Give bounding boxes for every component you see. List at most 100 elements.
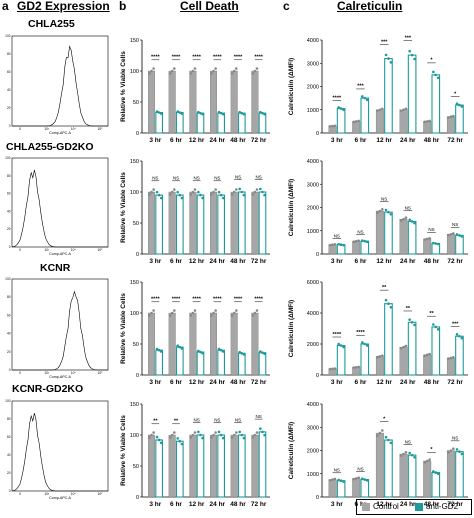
chart-b-1-dot-anti-0-1 (157, 193, 161, 197)
chart-c-0-dot-control-2-0 (376, 109, 379, 112)
chart-c-2-dot-control-2-2 (381, 354, 384, 357)
chart-b-2-dot-control-3-1 (212, 311, 215, 315)
chart-c-2-dot-anti-0-1 (339, 344, 343, 347)
chart-b-1-xtick-0: 3 hr (149, 258, 161, 265)
chart-b-1-sig-1: NS (173, 176, 179, 181)
flow-ytick-3-0: 100 (5, 399, 11, 403)
flow-xtick-2-1: 10³ (44, 371, 49, 375)
chart-b-1-ylabel: Relative % Viable Cells (120, 172, 127, 243)
chart-c-2-ytick-3: 6000 (307, 280, 319, 286)
chart-b-0-sig-0: **** (151, 55, 160, 61)
chart-c-2-bar-control-4 (423, 354, 432, 376)
chart-c-3-dot-control-0-2 (333, 477, 337, 481)
chart-c-3-sig-0: NS (334, 468, 340, 473)
chart-c-1-dot-anti-1-0 (361, 239, 364, 242)
chart-b-0-bar-anti-5 (258, 112, 267, 134)
chart-b-2-ytick-3: 150 (130, 280, 139, 286)
chart-c-3-dot-control-1-0 (352, 477, 356, 481)
chart-b-2-sig-2: **** (192, 297, 201, 303)
chart-c-0-dot-anti-5-1 (458, 103, 461, 107)
chart-c-2-dot-anti-4-1 (434, 325, 438, 329)
chart-b-2-dot-control-0-0 (148, 314, 151, 317)
chart-b-1-xtick-2: 12 hr (189, 258, 205, 265)
chart-c-0-xtick-4: 48 hr (424, 137, 440, 144)
chart-c-1-dot-control-4-2 (428, 236, 431, 240)
chart-c-2-dot-control-3-2 (404, 344, 408, 348)
chart-c-1-bar-control-1 (352, 241, 361, 255)
chart-b-3-sig-1: ** (174, 419, 179, 425)
chart-b-1-dot-anti-1-1 (178, 193, 182, 197)
chart-b-1-dot-anti-5-2 (263, 193, 266, 197)
chart-c-3-dot-control-2-2 (381, 429, 384, 432)
chart-b-1-xtick-3: 24 hr (210, 258, 226, 265)
chart-b-0-ytick-3: 150 (130, 38, 139, 44)
chart-c-0-dot-control-4-1 (425, 120, 429, 123)
flow-ytick-3-1: 80 (7, 417, 11, 421)
chart-b-1-dot-anti-3-0 (217, 190, 221, 194)
chart-c-0-bar-anti-4 (431, 74, 441, 134)
chart-c-2-dot-anti-3-1 (410, 321, 414, 324)
chart-c-1-xtick-1: 6 hr (355, 258, 367, 265)
chart-b-1-dot-control-3-2 (214, 188, 217, 191)
chart-b-2-dot-control-1-1 (170, 311, 174, 315)
chart-b-2-bar-anti-4 (237, 352, 246, 376)
chart-c-0-dot-control-0-2 (333, 124, 337, 128)
chart-c-1-ytick-1: 1000 (307, 229, 319, 235)
chart-c-3-dot-control-1-1 (354, 477, 358, 480)
chart-c-1-dot-anti-1-1 (363, 239, 367, 243)
chart-b-1-dot-control-5-0 (251, 193, 255, 196)
chart-c-2-bar-anti-2 (384, 303, 393, 376)
chart-b-3-dot-control-4-1 (232, 433, 236, 437)
flow-ytick-0-2: 60 (7, 70, 11, 74)
chart-c-0-ytick-0: 0 (316, 131, 319, 137)
chart-c-2-dot-anti-2-0 (384, 298, 388, 302)
chart-c-3-bar-anti-0 (336, 480, 346, 498)
chart-c-0-dot-anti-4-2 (436, 76, 440, 80)
chart-b-0-dot-anti-5-2 (263, 112, 266, 116)
chart-b-2-dot-control-2-1 (191, 311, 195, 315)
chart-c-3-ytick-4: 4000 (307, 402, 319, 408)
chart-b-3-dot-control-1-0 (168, 436, 172, 439)
flow-ytick-2-1: 80 (7, 295, 11, 299)
chart-c-0-ylabel: Calreticulin (ΔMFI) (288, 58, 295, 115)
chart-c-2-dot-control-1-0 (352, 366, 356, 369)
chart-b-1-dot-control-5-2 (255, 188, 259, 191)
flow-ytick-0-3: 40 (7, 88, 11, 92)
chart-b-0-ylabel: Relative % Viable Cells (120, 51, 127, 122)
chart-c-1-dot-anti-1-2 (365, 240, 369, 244)
chart-b-3-xtick-1: 6 hr (170, 501, 182, 508)
chart-b-3-dot-control-5-0 (251, 436, 255, 439)
chart-b-0-ytick-1: 50 (133, 100, 139, 106)
chart-c-3-sig-2: * (383, 416, 386, 422)
chart-b-0-dot-control-5-0 (251, 72, 255, 75)
chart-c-0-bar-anti-5 (455, 104, 464, 134)
chart-c-1-dot-anti-4-2 (436, 242, 440, 246)
chart-b-2-dot-control-4-1 (232, 311, 236, 315)
chart-b-2-dot-control-1-0 (168, 314, 172, 317)
chart-b-2-bar-anti-1 (175, 346, 184, 376)
chart-c-3-dot-anti-0-1 (339, 479, 343, 483)
chart-c-2-ytick-1: 2000 (307, 342, 319, 348)
chart-b-3-dot-anti-4-0 (238, 430, 241, 434)
chart-c-0-dot-anti-3-2 (413, 57, 416, 61)
chart-b-2-sig-5: **** (254, 297, 263, 303)
chart-b-1-sig-0: NS (152, 176, 158, 181)
chart-c-0-dot-anti-0-0 (337, 106, 340, 109)
chart-b-0-dot-anti-3-0 (217, 110, 221, 114)
flow-xtick-1-0: 0 (19, 248, 21, 252)
chart-c-0-bar-control-3 (399, 109, 408, 134)
chart-b-1-dot-anti-2-0 (197, 190, 200, 194)
chart-b-0-bar-control-5 (251, 70, 259, 134)
chart-c-0-dot-anti-0-2 (342, 108, 345, 112)
flow-histogram-3 (11, 413, 108, 492)
chart-b-0-bar-control-2 (189, 70, 197, 134)
chart-b-1-xtick-1: 6 hr (170, 258, 182, 265)
chart-c-1-dot-control-4-1 (425, 237, 429, 241)
cell-line-title-kcnr-gd2ko: KCNR-GD2KO (12, 383, 84, 395)
chart-b-2-dot-anti-5-2 (263, 352, 266, 356)
chart-c-3-dot-control-3-2 (404, 450, 408, 454)
chart-c-0-ytick-1: 1000 (307, 108, 319, 114)
chart-b-0-dot-anti-1-2 (180, 112, 184, 115)
chart-b-1-bar-control-4 (230, 191, 238, 255)
chart-b-1-dot-anti-5-0 (259, 187, 262, 191)
